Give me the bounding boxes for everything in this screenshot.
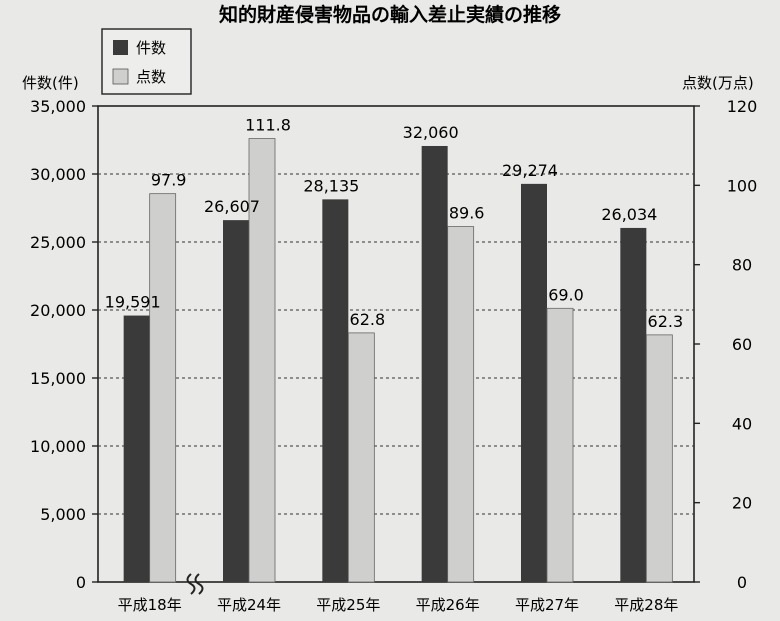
bar-件数-平成18年 [123,315,150,582]
y-right-tick-label: 120 [727,97,758,116]
bar-点数-平成26年 [447,226,475,583]
bar-点数-平成24年 [248,138,276,583]
data-label-件数: 28,135 [303,176,359,195]
data-label-件数: 26,034 [601,205,657,224]
y-left-tick-label: 0 [76,573,86,592]
y-left-tick-label: 20,000 [30,301,86,320]
y-right-tick-label: 20 [732,494,752,513]
bar-件数-平成25年 [322,199,349,582]
y-axis-right-title: 点数(万点) [682,74,754,92]
y-right-tick-label: 80 [732,256,752,275]
y-right-tick-label: 60 [732,335,752,354]
bar-件数-平成27年 [521,183,547,582]
legend-label-点数: 点数 [136,68,166,86]
x-category-label: 平成24年 [217,596,281,614]
y-left-tick-label: 25,000 [30,233,86,252]
bar-件数-平成28年 [620,227,647,582]
legend-label-件数: 件数 [136,39,166,57]
x-category-label: 平成27年 [515,596,579,614]
y-left-tick-label: 10,000 [30,437,86,456]
bar-件数-平成24年 [223,220,249,582]
y-right-tick-label: 40 [732,414,752,433]
bar-点数-平成27年 [546,307,574,583]
data-label-点数: 69.0 [548,285,584,304]
axis-ticks: 0 5,000 10,000 15,000 20,000 25,000 30,000 35,0… [30,97,757,592]
bar-件数-平成26年 [421,145,448,582]
y-left-tick-label: 15,000 [30,369,86,388]
bar-点数-平成28年 [645,334,673,583]
data-label-件数: 32,060 [403,123,459,142]
y-left-tick-label: 5,000 [40,505,86,524]
data-label-件数: 29,274 [502,161,558,180]
legend-swatch-点数 [112,68,129,85]
chart-title: 知的財産侵害物品の輸入差止実績の推移 [219,3,561,26]
x-category-label: 平成18年 [118,596,182,614]
data-label-件数: 19,591 [105,293,161,312]
legend: 件数 点数 [101,28,192,95]
data-label-点数: 111.8 [245,116,291,135]
data-label-点数: 89.6 [449,204,485,223]
y-left-tick-label: 35,000 [30,97,86,116]
y-left-tick-label: 30,000 [30,165,86,184]
plot-area [97,105,695,583]
y-right-tick-label: 100 [727,176,758,195]
data-label-点数: 62.8 [350,310,386,329]
data-label-点数: 97.9 [151,171,187,190]
data-label-件数: 26,607 [204,197,260,216]
axis-break-mark [186,573,204,595]
category-labels: 平成18年 平成24年 平成25年 平成26年 平成27年 平成28年 [118,596,679,614]
y-axis-left-title: 件数(件) [22,74,79,92]
data-labels: 19,591 97.9 26,607 111.8 28,135 62.8 32,060 89.… [105,116,683,331]
gridlines [98,173,694,515]
bar-点数-平成25年 [347,332,375,583]
data-label-点数: 62.3 [648,312,684,331]
x-category-label: 平成28年 [614,596,678,614]
x-category-label: 平成26年 [416,596,480,614]
legend-swatch-件数 [113,40,128,55]
bar-点数-平成18年 [149,193,177,583]
bars [123,138,673,583]
y-right-tick-label: 0 [737,573,747,592]
x-category-label: 平成25年 [316,596,380,614]
